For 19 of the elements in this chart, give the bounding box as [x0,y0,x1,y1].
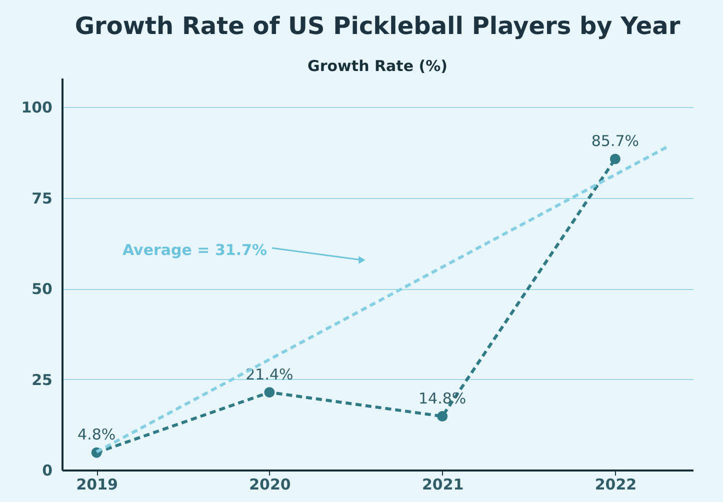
y-tick-label: 0 [42,462,52,480]
y-tick-label: 75 [32,189,52,208]
chart-title: Growth Rate of US Pickleball Players by Year [74,12,680,40]
x-tick-label: 2021 [422,476,464,494]
data-label: 14.8% [418,389,466,408]
data-label: 85.7% [591,132,640,150]
y-tick-label: 100 [21,98,52,117]
data-label: 4.8% [78,426,116,444]
point [264,387,275,398]
data-label: 21.4% [246,365,294,384]
annotation: Average = 31.7% [122,241,267,259]
x-tick-label: 2020 [249,476,291,494]
y-axis-title: Growth Rate (%) [308,57,448,75]
point [437,411,448,422]
point [610,154,620,164]
x-tick-label: 2019 [76,476,118,494]
x-tick-label: 2022 [594,476,637,494]
y-tick-label: 25 [32,370,52,389]
y-tick-label: 50 [32,280,52,298]
